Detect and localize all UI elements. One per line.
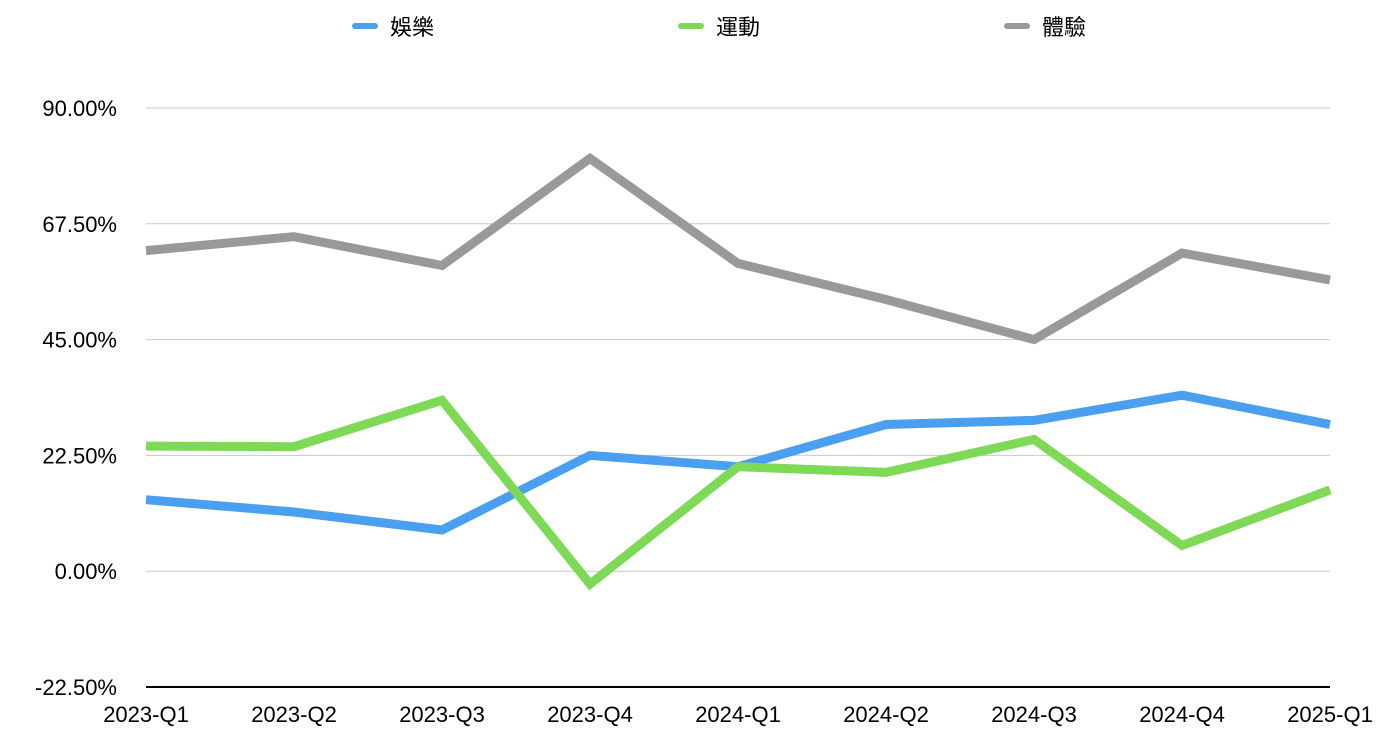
x-tick-label: 2023-Q1 — [103, 702, 189, 727]
x-tick-label: 2025-Q1 — [1287, 702, 1373, 727]
y-tick-label: -22.50% — [35, 675, 117, 700]
x-tick-label: 2023-Q2 — [251, 702, 337, 727]
y-tick-label: 0.00% — [55, 559, 117, 584]
y-tick-label: 45.00% — [42, 328, 117, 353]
x-tick-label: 2023-Q3 — [399, 702, 485, 727]
legend-item-series-1: 娛樂 — [352, 10, 434, 42]
x-tick-label: 2024-Q4 — [1139, 702, 1225, 727]
x-tick-label: 2024-Q2 — [843, 702, 929, 727]
legend-label-series-1: 娛樂 — [390, 16, 435, 41]
legend-item-series-3: 體驗 — [1004, 10, 1086, 42]
x-tick-label: 2024-Q3 — [991, 702, 1077, 727]
y-tick-label: 90.00% — [42, 96, 117, 121]
chart-legend: 娛樂 運動 體驗 — [0, 10, 1394, 42]
series-line-3 — [145, 152, 1331, 345]
x-tick-label: 2024-Q1 — [695, 702, 781, 727]
y-tick-label: 67.50% — [42, 212, 117, 237]
x-tick-label: 2023-Q4 — [547, 702, 633, 727]
legend-label-series-3: 體驗 — [1042, 16, 1087, 41]
y-tick-label: 22.50% — [42, 443, 117, 468]
legend-swatch-series-2 — [678, 23, 704, 29]
legend-item-series-2: 運動 — [678, 10, 760, 42]
legend-swatch-series-1 — [352, 23, 378, 29]
legend-swatch-series-3 — [1004, 23, 1030, 29]
legend-label-series-2: 運動 — [716, 16, 761, 41]
series-line-2 — [145, 395, 1332, 591]
